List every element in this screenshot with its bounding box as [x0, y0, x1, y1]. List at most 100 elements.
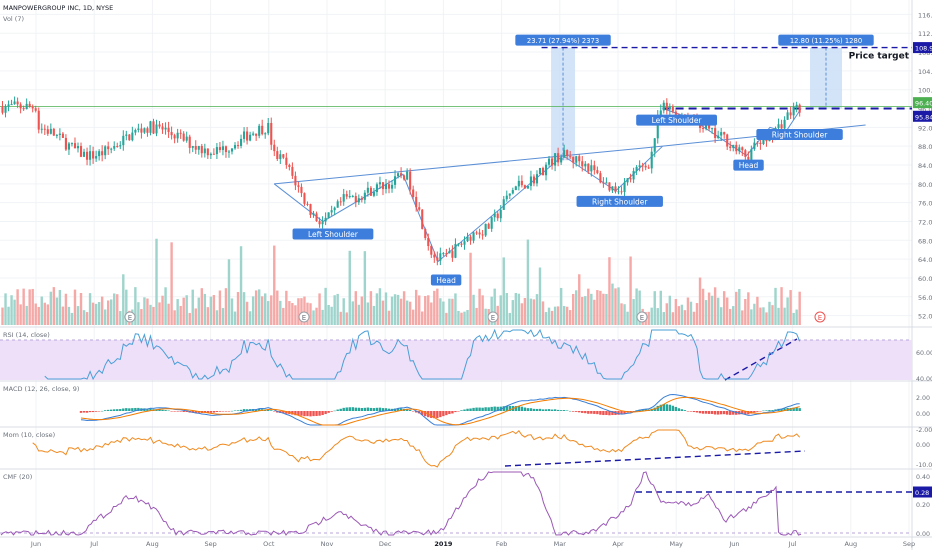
candle-body	[659, 110, 662, 117]
candle-body	[243, 131, 246, 139]
macd-histogram-bar	[224, 411, 228, 412]
volume-bar	[795, 309, 798, 325]
candle-body	[167, 127, 170, 132]
candle-body	[194, 146, 197, 150]
volume-bar	[348, 250, 351, 325]
neckline-1	[274, 145, 663, 185]
badge-price-target: 108.95	[915, 45, 932, 53]
candle-body	[668, 106, 671, 110]
volume-bar	[732, 306, 735, 325]
macd-histogram-bar	[496, 406, 499, 411]
volume-bar	[780, 287, 783, 325]
volume-bar	[765, 312, 768, 325]
candle-body	[107, 146, 110, 150]
macd-histogram-bar	[424, 411, 427, 417]
macd-histogram-bar	[182, 411, 185, 413]
macd-histogram-bar	[221, 411, 225, 412]
macd-histogram-bar	[436, 411, 439, 419]
candle-body	[40, 128, 43, 130]
candle-body	[384, 184, 388, 190]
candle-body	[448, 251, 451, 254]
candle-body	[61, 133, 64, 138]
price-candles	[1, 96, 801, 266]
volume-bar	[701, 288, 705, 325]
candle-body	[215, 147, 218, 155]
volume-bar	[725, 297, 729, 325]
volume-bar	[291, 303, 294, 325]
candle-body	[457, 243, 460, 245]
month-label-9: Mar	[554, 540, 567, 548]
month-label-7: 2019	[434, 540, 453, 548]
candle-body	[378, 182, 382, 185]
ind-tick-2-1: -10.00	[916, 462, 932, 469]
macd-histogram-bar	[575, 411, 578, 412]
volume-bar	[254, 290, 258, 325]
candle-body	[43, 128, 46, 130]
candle-body	[644, 165, 647, 168]
macd-histogram-bar	[541, 409, 545, 411]
volume-bar	[22, 288, 25, 325]
macd-histogram-bar	[173, 411, 176, 412]
candle-body	[602, 182, 605, 184]
candle-body	[780, 124, 783, 129]
volume-bar	[590, 293, 593, 325]
earnings-marker-3: E	[640, 314, 644, 322]
macd-histogram-bar	[719, 411, 723, 415]
candle-body	[276, 151, 279, 160]
volume-bar	[538, 267, 542, 325]
label-head-2-bg	[733, 159, 764, 171]
volume-bar	[553, 306, 557, 325]
candle-body	[671, 106, 674, 112]
candle-body	[424, 228, 427, 239]
volume-bar	[203, 293, 207, 325]
macd-histogram-bar	[300, 411, 303, 416]
month-label-1: Jul	[89, 540, 98, 548]
macd-histogram-bar	[167, 410, 170, 412]
volume-bar	[155, 238, 158, 325]
volume-bar	[439, 298, 442, 325]
macd-histogram-bar	[170, 411, 173, 412]
volume-bar	[37, 306, 40, 325]
candle-body	[128, 134, 131, 141]
volume-bar	[451, 298, 454, 325]
macd-histogram-bar	[565, 410, 569, 411]
volume-bar	[587, 288, 590, 325]
volume-bar	[251, 296, 255, 325]
candle-body	[348, 196, 351, 198]
candle-body	[164, 127, 167, 130]
macd-histogram-bar	[348, 407, 351, 411]
macd-histogram-bar	[556, 409, 560, 411]
candle-body	[795, 104, 798, 107]
macd-histogram-bar	[641, 409, 644, 411]
earnings-marker-bg-1	[298, 311, 310, 323]
volume-bar	[581, 296, 584, 325]
macd-histogram-bar	[590, 411, 593, 414]
price-tick-1: 56.00	[918, 294, 932, 302]
price-tick-0: 52.00	[918, 313, 932, 321]
volume-bar	[106, 300, 110, 325]
volume-bar	[442, 301, 445, 325]
macd-histogram-bar	[463, 409, 466, 411]
candle-body	[611, 186, 614, 191]
price-tick-15: 112.00	[918, 30, 932, 38]
macd-histogram-bar	[324, 411, 327, 415]
candle-body	[439, 253, 442, 261]
volume-bar	[505, 293, 508, 325]
volume-bar	[562, 306, 566, 325]
rsi-line	[44, 328, 801, 381]
candle-body	[484, 223, 487, 236]
label-left-shoulder-2-bg	[636, 114, 717, 126]
candle-body	[578, 156, 581, 162]
macd-histogram-bar	[562, 410, 566, 411]
macd-histogram-bar	[106, 409, 110, 411]
volume-bar	[575, 290, 578, 325]
volume-bar	[771, 305, 774, 325]
candle-body	[161, 126, 164, 130]
volume-bar	[116, 294, 119, 325]
month-label-8: Feb	[496, 540, 508, 548]
volume-bar	[466, 309, 469, 325]
price-tick-7: 80.00	[918, 181, 932, 189]
price-tick-16: 116.00	[918, 11, 932, 19]
